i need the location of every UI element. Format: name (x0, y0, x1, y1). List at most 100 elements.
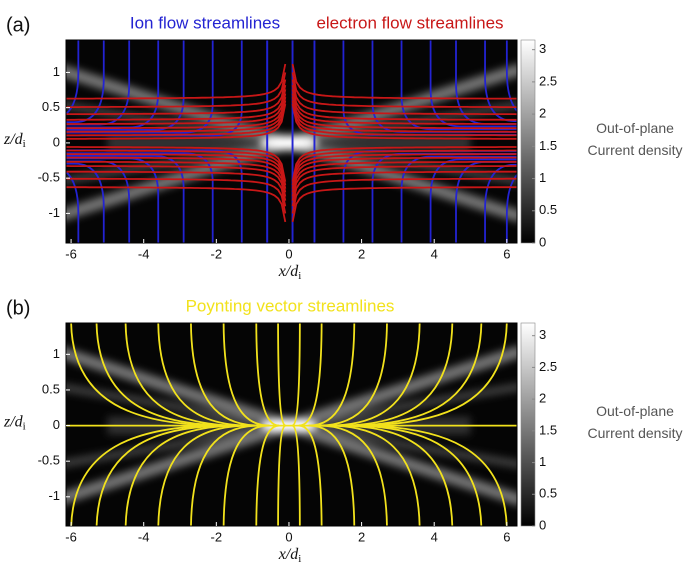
electron-streamline (66, 103, 287, 140)
colorbar-tick-label: 2 (539, 106, 546, 121)
colorbar (520, 322, 536, 527)
y-tick-label: 1 (53, 64, 60, 79)
poynting-streamline (124, 323, 240, 427)
colorbar-tick-label: 2.5 (539, 73, 557, 88)
electron-streamline (66, 160, 287, 197)
electron-streamline (291, 103, 517, 140)
xlabel: x/di (278, 546, 302, 565)
y-tick-label: 0.5 (42, 99, 60, 114)
y-tick-label: -0.5 (38, 170, 60, 185)
xlabel-main: x/d (278, 546, 300, 563)
ion-streamline (429, 40, 517, 128)
colorbar-label: Out-of-plane (596, 403, 674, 419)
streamline-title: Poynting vector streamlines (186, 296, 395, 315)
ylabel: z/di (3, 131, 26, 150)
y-tick-label: -1 (48, 488, 60, 503)
y-tick-label: 0.5 (42, 381, 60, 396)
electron-streamline (66, 72, 287, 108)
electron-streamline (66, 84, 287, 121)
poynting-streamline (354, 424, 508, 526)
x-tick-label: 2 (358, 529, 365, 544)
poynting-streamline (255, 424, 280, 526)
ylabel-sub: i (23, 137, 26, 149)
poynting-streamline (157, 323, 250, 427)
electron-streamline (291, 149, 517, 186)
colorbar-label: Current density (588, 142, 683, 158)
current-peak (260, 135, 317, 150)
colorbar-tick-label: 2 (539, 391, 546, 406)
poynting-streamline (318, 424, 388, 526)
poynting-streamline (354, 323, 508, 427)
streamline-title: Ion flow streamlines (130, 13, 280, 32)
x-tick-label: -2 (211, 246, 223, 261)
electron-streamline (291, 96, 517, 133)
colorbar-tick-label: 3 (539, 41, 546, 56)
poynting-streamline (291, 424, 301, 526)
electron-streamline (291, 100, 517, 137)
x-tick-label: 2 (358, 246, 365, 261)
electron-streamline (291, 156, 517, 193)
ylabel-main: z/d (3, 131, 24, 148)
electron-streamline (291, 160, 517, 197)
poynting-streamline (222, 424, 270, 526)
electron-streamline (66, 149, 287, 186)
colorbar-tick-label: 0 (539, 234, 546, 249)
poynting-streamline (190, 323, 260, 427)
xlabel-sub: i (298, 270, 301, 282)
colorbar-tick-label: 1 (539, 454, 546, 469)
x-tick-label: -6 (65, 529, 77, 544)
ion-streamline (66, 152, 214, 243)
electron-streamline (291, 93, 517, 130)
xlabel: x/di (278, 263, 302, 282)
y-tick-label: -1 (48, 205, 60, 220)
x-tick-label: -4 (138, 246, 150, 261)
electron-streamline (66, 146, 287, 182)
electron-streamline (291, 153, 517, 189)
poynting-streamline (124, 424, 240, 526)
ion-streamline (66, 40, 105, 124)
electron-streamline (66, 165, 287, 201)
electron-streamline (66, 89, 287, 125)
electron-streamline (66, 156, 287, 193)
electron-streamline (66, 100, 287, 137)
electron-streamline (291, 186, 517, 223)
poynting-streamline (95, 424, 232, 526)
x-tick-label: 6 (503, 529, 510, 544)
x-tick-label: -2 (211, 529, 223, 544)
ion-streamline (66, 40, 214, 134)
ion-streamline (484, 40, 517, 122)
panel-label: (b) (6, 297, 30, 319)
streamlines (66, 323, 517, 526)
ylabel-sub: i (23, 420, 26, 432)
electron-streamline (291, 63, 517, 100)
colorbar-tick-label: 0 (539, 517, 546, 532)
ion-streamline (429, 158, 517, 243)
electron-streamline (66, 96, 287, 133)
electron-streamline (66, 79, 287, 115)
ion-streamline (66, 162, 105, 243)
poynting-streamline (277, 424, 287, 526)
electron-streamline (291, 84, 517, 121)
colorbar-tick-label: 1.5 (539, 422, 557, 437)
poynting-streamline (70, 323, 224, 427)
poynting-streamline (222, 323, 270, 427)
y-tick-label: 1 (53, 346, 60, 361)
colorbar-label: Current density (588, 425, 683, 441)
poynting-streamline (255, 323, 280, 427)
x-tick-label: 4 (431, 529, 438, 544)
poynting-streamline (318, 323, 388, 427)
colorbar-tick-label: 1 (539, 170, 546, 185)
colorbar-label: Out-of-plane (596, 120, 674, 136)
electron-streamline (66, 186, 287, 223)
ion-streamline (400, 40, 517, 131)
x-tick-label: 4 (431, 246, 438, 261)
poynting-streamline (328, 424, 421, 526)
streamlines (66, 40, 517, 243)
electron-streamline (291, 165, 517, 201)
colorbar-tick-label: 0.5 (539, 486, 557, 501)
electron-streamline (291, 146, 517, 182)
electron-streamline (66, 170, 287, 207)
electron-streamline (291, 177, 517, 214)
poynting-streamline (308, 323, 356, 427)
